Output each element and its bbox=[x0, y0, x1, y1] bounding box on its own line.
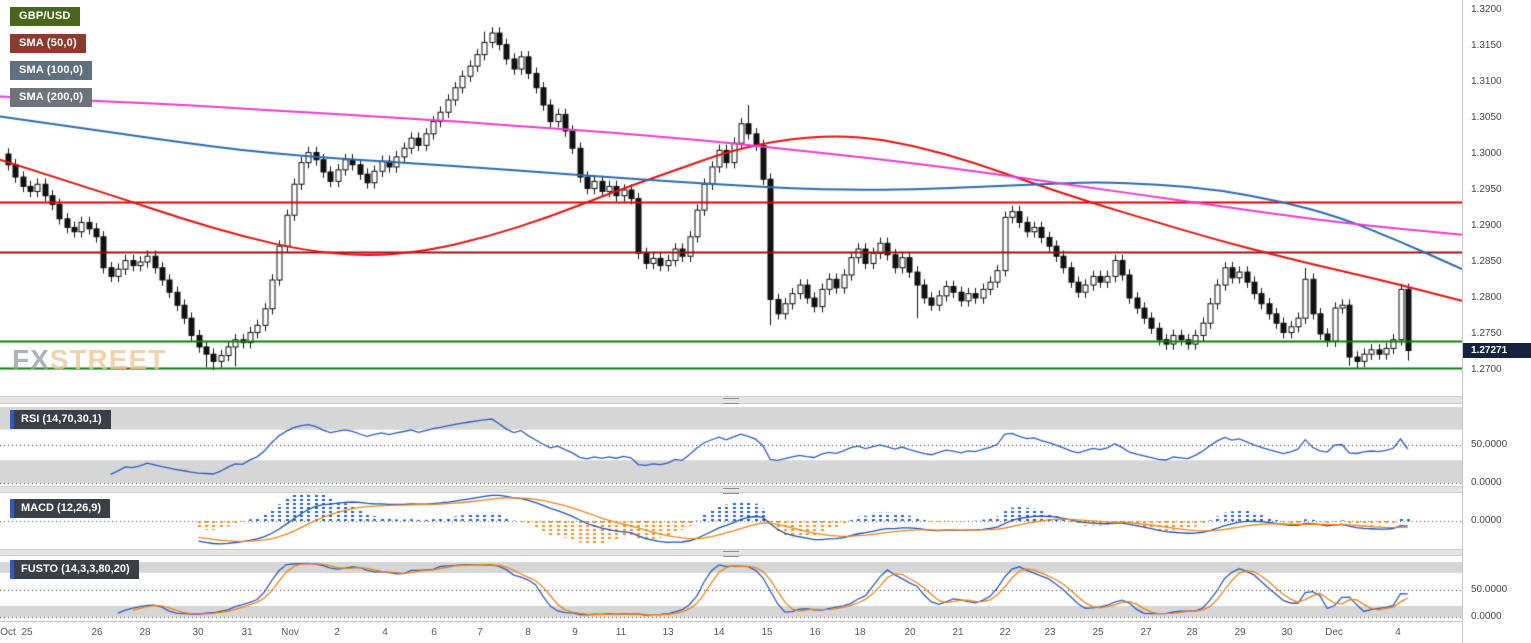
panel-divider[interactable] bbox=[0, 486, 1462, 494]
price-tick-label: 1.3050 bbox=[1471, 112, 1502, 123]
divider-handle-icon bbox=[723, 551, 739, 557]
price-tick-label: 1.2750 bbox=[1471, 328, 1502, 339]
price-tick-label: 1.3000 bbox=[1471, 148, 1502, 159]
macd-axis-label: 0.0000 bbox=[1471, 515, 1502, 526]
sma200-badge[interactable]: SMA (200,0) bbox=[10, 88, 93, 107]
rsi-axis-label: 0.0000 bbox=[1471, 477, 1502, 488]
symbol-badge[interactable]: GBP/USD bbox=[10, 7, 80, 26]
date-label: 16 bbox=[809, 627, 821, 638]
price-tick-label: 1.3200 bbox=[1471, 4, 1502, 15]
date-label: 18 bbox=[854, 627, 866, 638]
fxstreet-watermark: FXSTREET bbox=[12, 344, 166, 376]
date-label: 7 bbox=[477, 627, 483, 638]
date-axis[interactable]: Oct 25 26 28 30 31 Nov 2 4 6 7 8 9 11 13 14 15 16 18 20 21 22… bbox=[0, 621, 1462, 643]
divider-handle-icon bbox=[723, 398, 739, 404]
panel-divider[interactable] bbox=[0, 549, 1462, 557]
date-label: 20 bbox=[904, 627, 916, 638]
date-label: 8 bbox=[525, 627, 531, 638]
date-label: 22 bbox=[999, 627, 1011, 638]
date-label: 23 bbox=[1044, 627, 1056, 638]
price-tick-label: 1.3150 bbox=[1471, 40, 1502, 51]
fusto-badge[interactable]: FUSTO (14,3,3,80,20) bbox=[10, 560, 139, 579]
stoch-axis-label: 0.0000 bbox=[1471, 611, 1502, 622]
date-label: 28 bbox=[139, 627, 151, 638]
chart-canvas[interactable] bbox=[0, 0, 1462, 621]
date-label: 27 bbox=[1140, 627, 1152, 638]
date-label: 15 bbox=[761, 627, 773, 638]
price-tick-label: 1.2850 bbox=[1471, 256, 1502, 267]
price-tick-label: 1.2900 bbox=[1471, 220, 1502, 231]
date-label: 4 bbox=[1395, 627, 1401, 638]
panel-divider[interactable] bbox=[0, 396, 1462, 404]
watermark-street: STREET bbox=[49, 344, 167, 375]
date-label: Nov bbox=[281, 627, 299, 638]
date-label: 25 bbox=[21, 627, 33, 638]
price-tick-label: 1.2950 bbox=[1471, 184, 1502, 195]
date-label: 26 bbox=[91, 627, 103, 638]
date-label: 29 bbox=[1234, 627, 1246, 638]
date-label: 13 bbox=[662, 627, 674, 638]
sma50-badge[interactable]: SMA (50,0) bbox=[10, 34, 86, 53]
price-axis[interactable]: 1.27271 1.3200 1.3150 1.3100 1.3050 1.3000 1.… bbox=[1462, 0, 1531, 643]
date-label: 28 bbox=[1186, 627, 1198, 638]
last-price-badge: 1.27271 bbox=[1463, 343, 1531, 359]
stoch-axis-label: 50.0000 bbox=[1471, 583, 1508, 595]
macd-badge[interactable]: MACD (12,26,9) bbox=[10, 499, 111, 518]
date-label: 4 bbox=[382, 627, 388, 638]
date-label: 25 bbox=[1092, 627, 1104, 638]
date-label: 6 bbox=[431, 627, 437, 638]
rsi-badge[interactable]: RSI (14,70,30,1) bbox=[10, 410, 111, 429]
date-label: 31 bbox=[241, 627, 253, 638]
price-tick-label: 1.2800 bbox=[1471, 292, 1502, 303]
date-label: 9 bbox=[572, 627, 578, 638]
date-label: 2 bbox=[334, 627, 340, 638]
price-tick-label: 1.2700 bbox=[1471, 364, 1502, 375]
divider-handle-icon bbox=[723, 488, 739, 494]
date-label: 30 bbox=[192, 627, 204, 638]
sma100-badge[interactable]: SMA (100,0) bbox=[10, 61, 93, 80]
date-label: 11 bbox=[615, 627, 627, 638]
date-label: 30 bbox=[1281, 627, 1293, 638]
date-label: 21 bbox=[952, 627, 964, 638]
watermark-fx: FX bbox=[12, 344, 50, 375]
date-label: 14 bbox=[713, 627, 725, 638]
price-tick-label: 1.3100 bbox=[1471, 76, 1502, 87]
date-label: Oct bbox=[0, 627, 16, 638]
date-label: Dec bbox=[1325, 627, 1343, 638]
rsi-axis-label: 50.0000 bbox=[1471, 439, 1508, 450]
